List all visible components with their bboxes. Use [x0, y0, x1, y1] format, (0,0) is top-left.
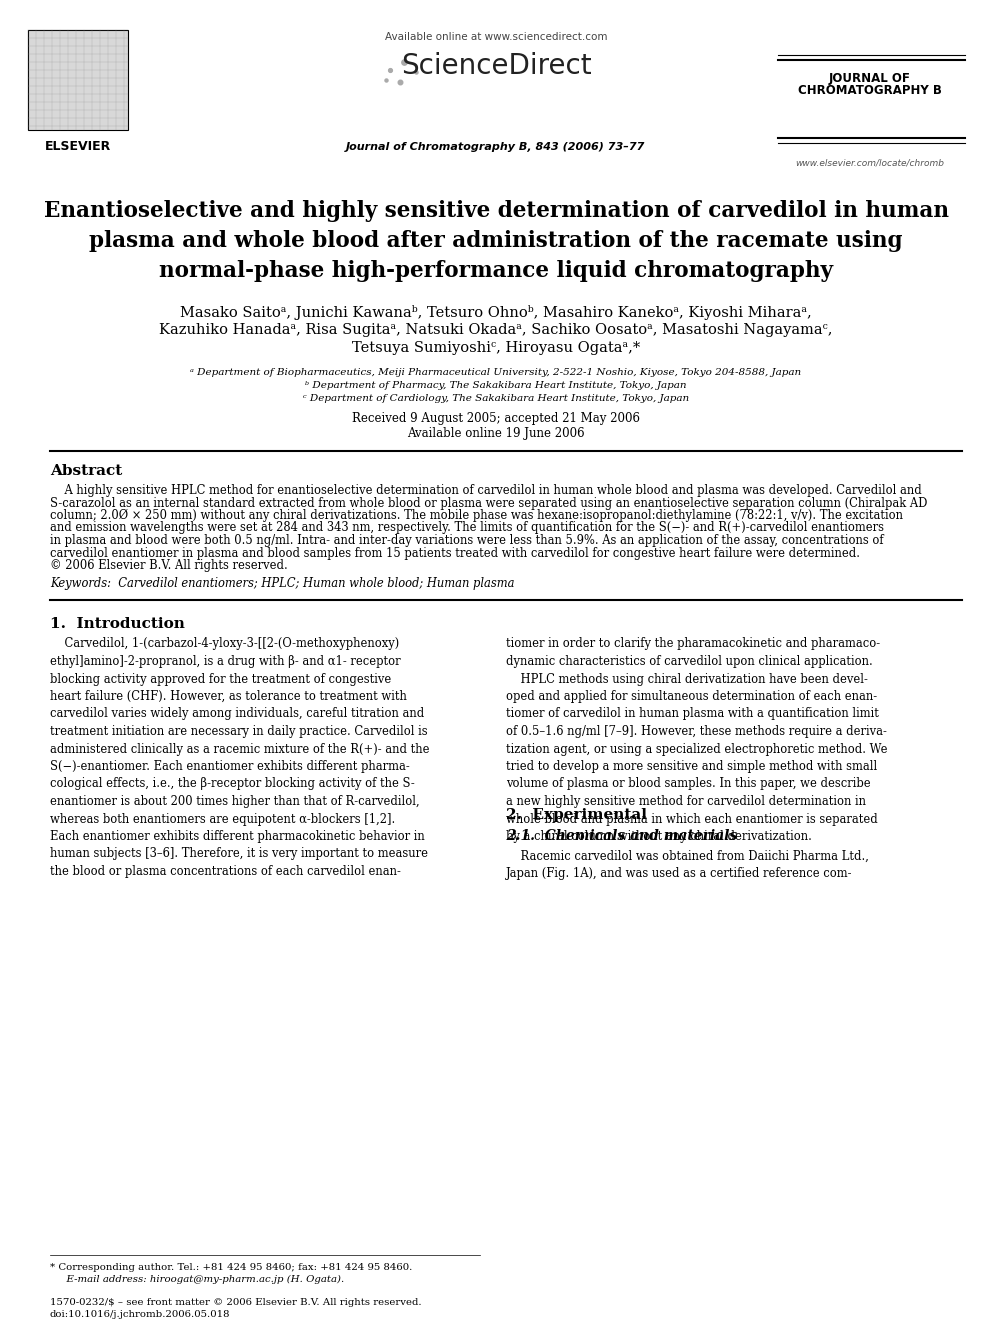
Text: Keywords:  Carvedilol enantiomers; HPLC; Human whole blood; Human plasma: Keywords: Carvedilol enantiomers; HPLC; …: [50, 578, 515, 590]
Text: 1570-0232/$ – see front matter © 2006 Elsevier B.V. All rights reserved.: 1570-0232/$ – see front matter © 2006 El…: [50, 1298, 422, 1307]
Text: Available online 19 June 2006: Available online 19 June 2006: [407, 427, 585, 441]
Text: plasma and whole blood after administration of the racemate using: plasma and whole blood after administrat…: [89, 230, 903, 251]
Text: 1.  Introduction: 1. Introduction: [50, 618, 185, 631]
Text: in plasma and blood were both 0.5 ng/ml. Intra- and inter-day variations were le: in plasma and blood were both 0.5 ng/ml.…: [50, 534, 884, 546]
Text: Journal of Chromatography B, 843 (2006) 73–77: Journal of Chromatography B, 843 (2006) …: [346, 142, 646, 152]
Text: Available online at www.sciencedirect.com: Available online at www.sciencedirect.co…: [385, 32, 607, 42]
Text: ᶜ Department of Cardiology, The Sakakibara Heart Institute, Tokyo, Japan: ᶜ Department of Cardiology, The Sakakiba…: [303, 394, 689, 404]
Text: A highly sensitive HPLC method for enantioselective determination of carvedilol : A highly sensitive HPLC method for enant…: [50, 484, 922, 497]
Bar: [28, 30, 128, 130]
Text: Kazuhiko Hanadaᵃ, Risa Sugitaᵃ, Natsuki Okadaᵃ, Sachiko Oosatoᵃ, Masatoshi Nagay: Kazuhiko Hanadaᵃ, Risa Sugitaᵃ, Natsuki …: [160, 323, 832, 337]
Text: ᵇ Department of Pharmacy, The Sakakibara Heart Institute, Tokyo, Japan: ᵇ Department of Pharmacy, The Sakakibara…: [306, 381, 686, 390]
Text: JOURNAL OF: JOURNAL OF: [829, 71, 911, 85]
Text: tiomer in order to clarify the pharamacokinetic and pharamaco-
dynamic character: tiomer in order to clarify the pharamaco…: [506, 638, 888, 843]
Text: Racemic carvedilol was obtained from Daiichi Pharma Ltd.,
Japan (Fig. 1A), and w: Racemic carvedilol was obtained from Dai…: [506, 849, 869, 880]
Text: * Corresponding author. Tel.: +81 424 95 8460; fax: +81 424 95 8460.: * Corresponding author. Tel.: +81 424 95…: [50, 1263, 413, 1271]
Text: carvedilol enantiomer in plasma and blood samples from 15 patients treated with : carvedilol enantiomer in plasma and bloo…: [50, 546, 860, 560]
Text: CHROMATOGRAPHY B: CHROMATOGRAPHY B: [798, 83, 942, 97]
Text: ELSEVIER: ELSEVIER: [45, 140, 111, 153]
Text: column; 2.0Ø × 250 mm) without any chiral derivatizations. The mobile phase was : column; 2.0Ø × 250 mm) without any chira…: [50, 509, 903, 523]
Text: Carvedilol, 1-(carbazol-4-yloxy-3-[[2-(O-methoxyphenoxy)
ethyl]amino]-2-proprano: Carvedilol, 1-(carbazol-4-yloxy-3-[[2-(O…: [50, 638, 430, 878]
Text: Received 9 August 2005; accepted 21 May 2006: Received 9 August 2005; accepted 21 May …: [352, 411, 640, 425]
Text: Tetsuya Sumiyoshiᶜ, Hiroyasu Ogataᵃ,*: Tetsuya Sumiyoshiᶜ, Hiroyasu Ogataᵃ,*: [352, 341, 640, 355]
Text: Enantioselective and highly sensitive determination of carvedilol in human: Enantioselective and highly sensitive de…: [44, 200, 948, 222]
Text: www.elsevier.com/locate/chromb: www.elsevier.com/locate/chromb: [796, 157, 944, 167]
Text: ᵃ Department of Biopharmaceutics, Meiji Pharmaceutical University, 2-522-1 Noshi: ᵃ Department of Biopharmaceutics, Meiji …: [190, 368, 802, 377]
Text: Masako Saitoᵃ, Junichi Kawanaᵇ, Tetsuro Ohnoᵇ, Masahiro Kanekoᵃ, Kiyoshi Miharaᵃ: Masako Saitoᵃ, Junichi Kawanaᵇ, Tetsuro …: [181, 306, 811, 320]
Text: S-carazolol as an internal standard extracted from whole blood or plasma were se: S-carazolol as an internal standard extr…: [50, 496, 928, 509]
Text: doi:10.1016/j.jchromb.2006.05.018: doi:10.1016/j.jchromb.2006.05.018: [50, 1310, 230, 1319]
Text: E-mail address: hiroogat@my-pharm.ac.jp (H. Ogata).: E-mail address: hiroogat@my-pharm.ac.jp …: [60, 1275, 344, 1285]
Text: 2.  Experimental: 2. Experimental: [506, 807, 647, 822]
Text: Abstract: Abstract: [50, 464, 122, 478]
Text: 2.1.  Chemicals and materials: 2.1. Chemicals and materials: [506, 830, 737, 844]
Text: normal-phase high-performance liquid chromatography: normal-phase high-performance liquid chr…: [159, 261, 833, 282]
Text: © 2006 Elsevier B.V. All rights reserved.: © 2006 Elsevier B.V. All rights reserved…: [50, 560, 288, 572]
Text: ScienceDirect: ScienceDirect: [401, 52, 591, 79]
Text: and emission wavelengths were set at 284 and 343 nm, respectively. The limits of: and emission wavelengths were set at 284…: [50, 521, 884, 534]
